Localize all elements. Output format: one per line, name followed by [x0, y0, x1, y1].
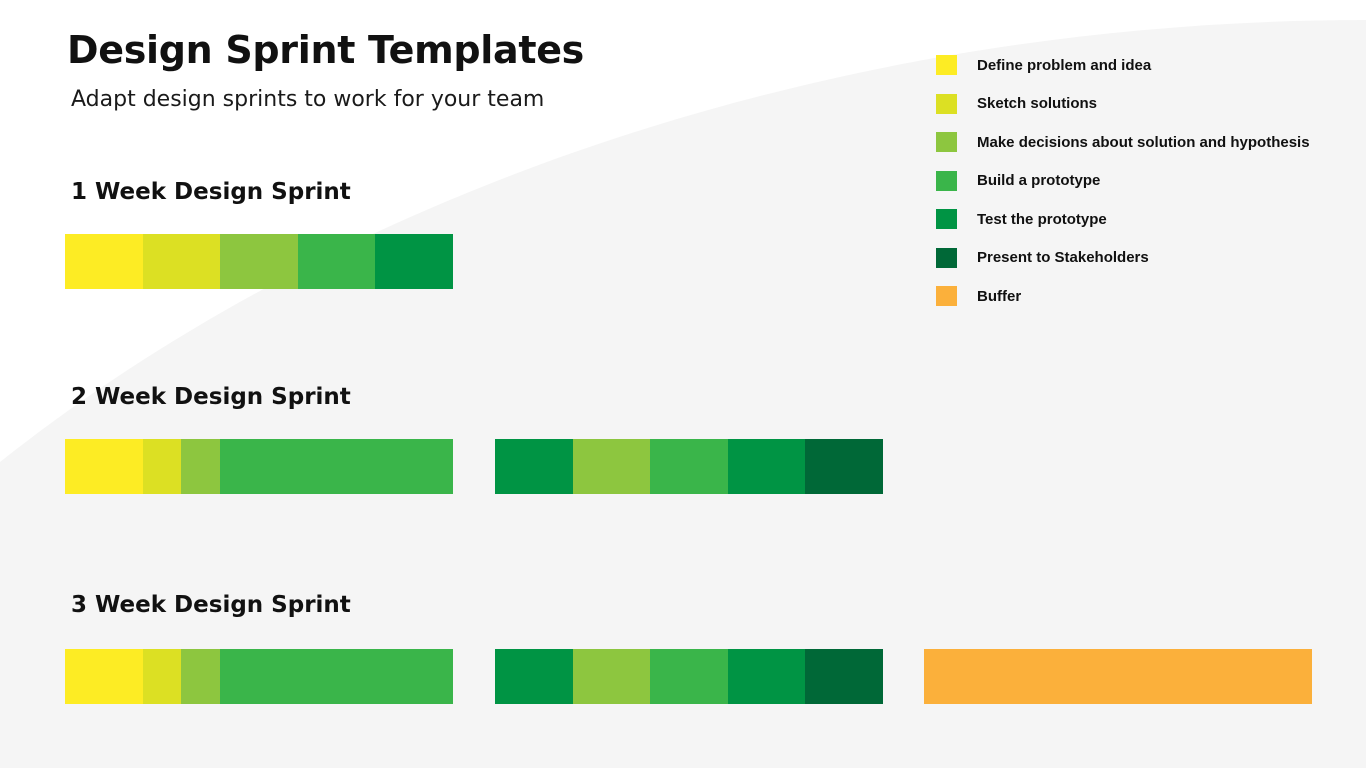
segment-test	[727, 439, 806, 494]
legend-item-test: Test the prototype	[936, 209, 1310, 229]
segment-decide	[220, 234, 298, 289]
page-title: Design Sprint Templates	[67, 28, 584, 72]
sprint-heading: 3 Week Design Sprint	[71, 592, 351, 618]
segment-build	[297, 234, 376, 289]
legend: Define problem and idea Sketch solutions…	[936, 55, 1310, 325]
segment-build	[220, 649, 453, 704]
legend-item-buffer: Buffer	[936, 286, 1310, 306]
legend-swatch	[936, 247, 957, 268]
segment-define	[65, 234, 143, 289]
segment-present	[805, 649, 883, 704]
segment-test	[495, 649, 573, 704]
legend-item-define: Define problem and idea	[936, 55, 1310, 75]
legend-swatch	[936, 209, 957, 229]
segment-sketch	[142, 649, 182, 704]
legend-label: Make decisions about solution and hypoth…	[977, 133, 1310, 151]
legend-item-decide: Make decisions about solution and hypoth…	[936, 132, 1310, 152]
segment-decide	[572, 649, 651, 704]
segment-present	[805, 439, 883, 494]
legend-swatch	[936, 170, 957, 191]
sprint-3-week-bar-week-3	[924, 649, 1312, 704]
sprint-heading: 1 Week Design Sprint	[71, 179, 351, 205]
legend-label: Sketch solutions	[977, 95, 1098, 112]
sprint-3-week-bar-week-2	[495, 649, 883, 704]
segment-define	[65, 439, 143, 494]
sprint-2-week-bar-week-2	[495, 439, 883, 494]
sprint-3-week-bar-week-1	[65, 649, 453, 704]
segment-decide	[181, 439, 221, 494]
segment-build	[650, 649, 728, 704]
segment-test	[495, 439, 573, 494]
segment-sketch	[142, 234, 221, 289]
legend-label: Test the prototype	[977, 210, 1107, 228]
legend-item-build: Build a prototype	[936, 170, 1310, 191]
segment-buffer	[924, 649, 1312, 704]
segment-sketch	[142, 439, 182, 494]
segment-build	[650, 439, 728, 494]
segment-decide	[181, 649, 221, 704]
segment-build	[220, 439, 453, 494]
legend-label: Define problem and idea	[977, 56, 1152, 74]
legend-swatch	[936, 132, 957, 152]
legend-swatch	[936, 55, 957, 75]
legend-label: Buffer	[977, 287, 1022, 305]
sprint-heading: 2 Week Design Sprint	[71, 384, 351, 410]
legend-item-present: Present to Stakeholders	[936, 247, 1310, 268]
legend-label: Build a prototype	[977, 172, 1101, 189]
legend-label: Present to Stakeholders	[977, 249, 1149, 266]
segment-test	[375, 234, 453, 289]
segment-test	[727, 649, 806, 704]
legend-swatch	[936, 93, 957, 114]
page-subtitle: Adapt design sprints to work for your te…	[71, 87, 545, 112]
legend-swatch	[936, 286, 957, 306]
sprint-1-week-bar	[65, 234, 453, 289]
segment-decide	[572, 439, 651, 494]
segment-define	[65, 649, 143, 704]
background-curve-shape	[0, 20, 1366, 768]
sprint-2-week-bar-week-1	[65, 439, 453, 494]
legend-item-sketch: Sketch solutions	[936, 93, 1310, 114]
